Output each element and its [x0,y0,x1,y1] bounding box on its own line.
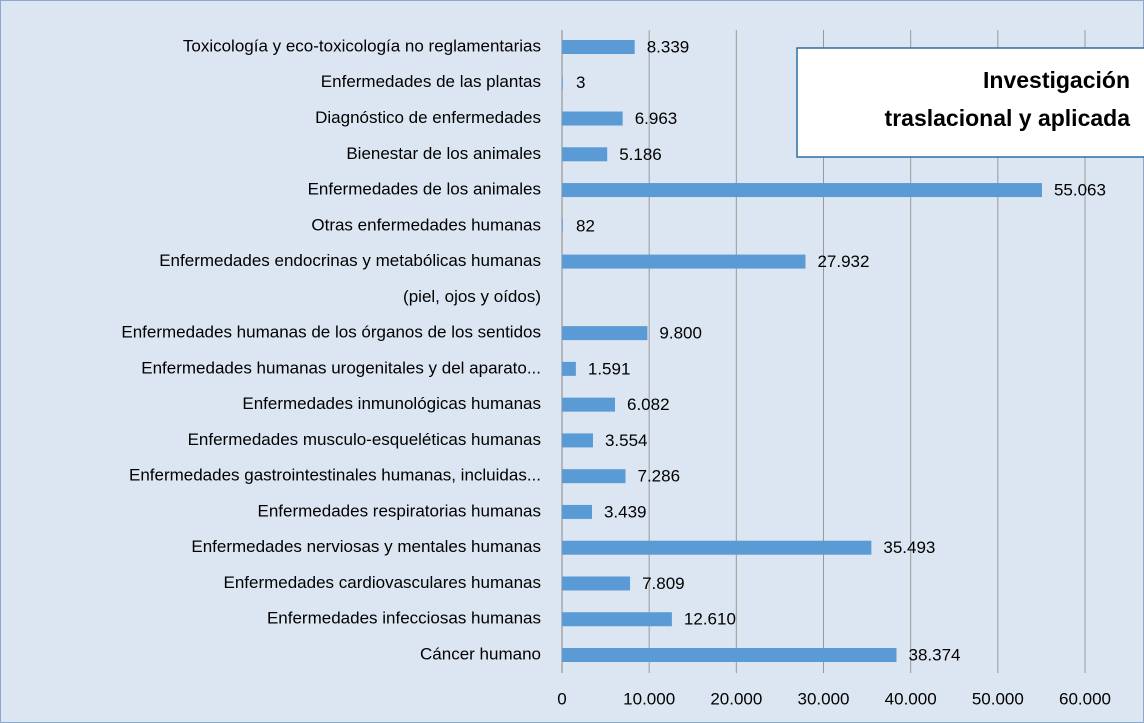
title-box [796,47,1144,158]
data-label: 3.439 [604,502,647,521]
x-tick-label: 0 [557,689,566,708]
bar [562,361,576,376]
bar [562,576,631,591]
data-label: 6.082 [627,395,670,414]
y-tick-label: Enfermedades humanas de los órganos de l… [121,323,541,342]
data-label: 7.286 [638,467,681,486]
bar [562,469,626,484]
y-tick-label: Enfermedades musculo-esqueléticas humana… [188,430,541,449]
bar [562,612,672,627]
y-tick-label: (piel, ojos y oídos) [403,287,541,306]
bar [562,75,563,90]
y-tick-label: Enfermedades de las plantas [321,72,541,91]
y-tick-label: Enfermedades nerviosas y mentales humana… [191,537,541,556]
y-tick-label: Enfermedades cardiovasculares humanas [223,573,541,592]
bar [562,540,872,555]
bar [562,40,635,54]
data-label: 9.800 [659,324,702,343]
y-tick-label: Toxicología y eco-toxicología no reglame… [183,36,541,55]
data-label: 12.610 [684,610,736,629]
data-label: 55.063 [1054,181,1106,200]
chart-title: Investigación [983,67,1130,93]
y-tick-label: Bienestar de los animales [346,144,541,163]
bar [562,218,563,233]
y-tick-label: Enfermedades infecciosas humanas [267,609,541,628]
x-tick-label: 10.000 [623,689,675,708]
y-tick-label: Enfermedades humanas urogenitales y del … [141,358,541,377]
bar [562,183,1042,198]
y-tick-label: Enfermedades inmunológicas humanas [242,394,541,413]
bar [562,147,608,162]
x-tick-label: 60.000 [1059,689,1111,708]
data-label: 5.186 [619,145,662,164]
x-tick-label: 50.000 [972,689,1024,708]
y-tick-label: Enfermedades de los animales [308,180,541,199]
bar [562,111,623,126]
data-label: 3.554 [605,431,648,450]
data-label: 7.809 [642,574,685,593]
data-label: 6.963 [635,109,678,128]
x-tick-label: 30.000 [798,689,850,708]
y-tick-label: Otras enfermedades humanas [311,215,541,234]
y-tick-label: Enfermedades endocrinas y metabólicas hu… [159,251,541,270]
bar [562,397,616,412]
data-label: 82 [576,216,595,235]
bar [562,504,592,519]
data-label: 38.374 [908,645,960,664]
x-tick-label: 40.000 [885,689,937,708]
data-label: 27.932 [817,252,869,271]
bar [562,433,593,448]
y-tick-label: Diagnóstico de enfermedades [315,108,541,127]
chart-title: traslacional y aplicada [885,105,1131,131]
data-label: 1.591 [588,359,631,378]
bar [562,648,897,662]
y-tick-label: Cáncer humano [420,644,541,663]
data-label: 35.493 [883,538,935,557]
bar [562,326,648,341]
data-label: 8.339 [647,37,690,56]
y-tick-label: Enfermedades respiratorias humanas [258,501,541,520]
data-label: 3 [576,73,585,92]
bar [562,254,806,269]
y-tick-label: Enfermedades gastrointestinales humanas,… [129,466,541,485]
x-tick-label: 20.000 [710,689,762,708]
